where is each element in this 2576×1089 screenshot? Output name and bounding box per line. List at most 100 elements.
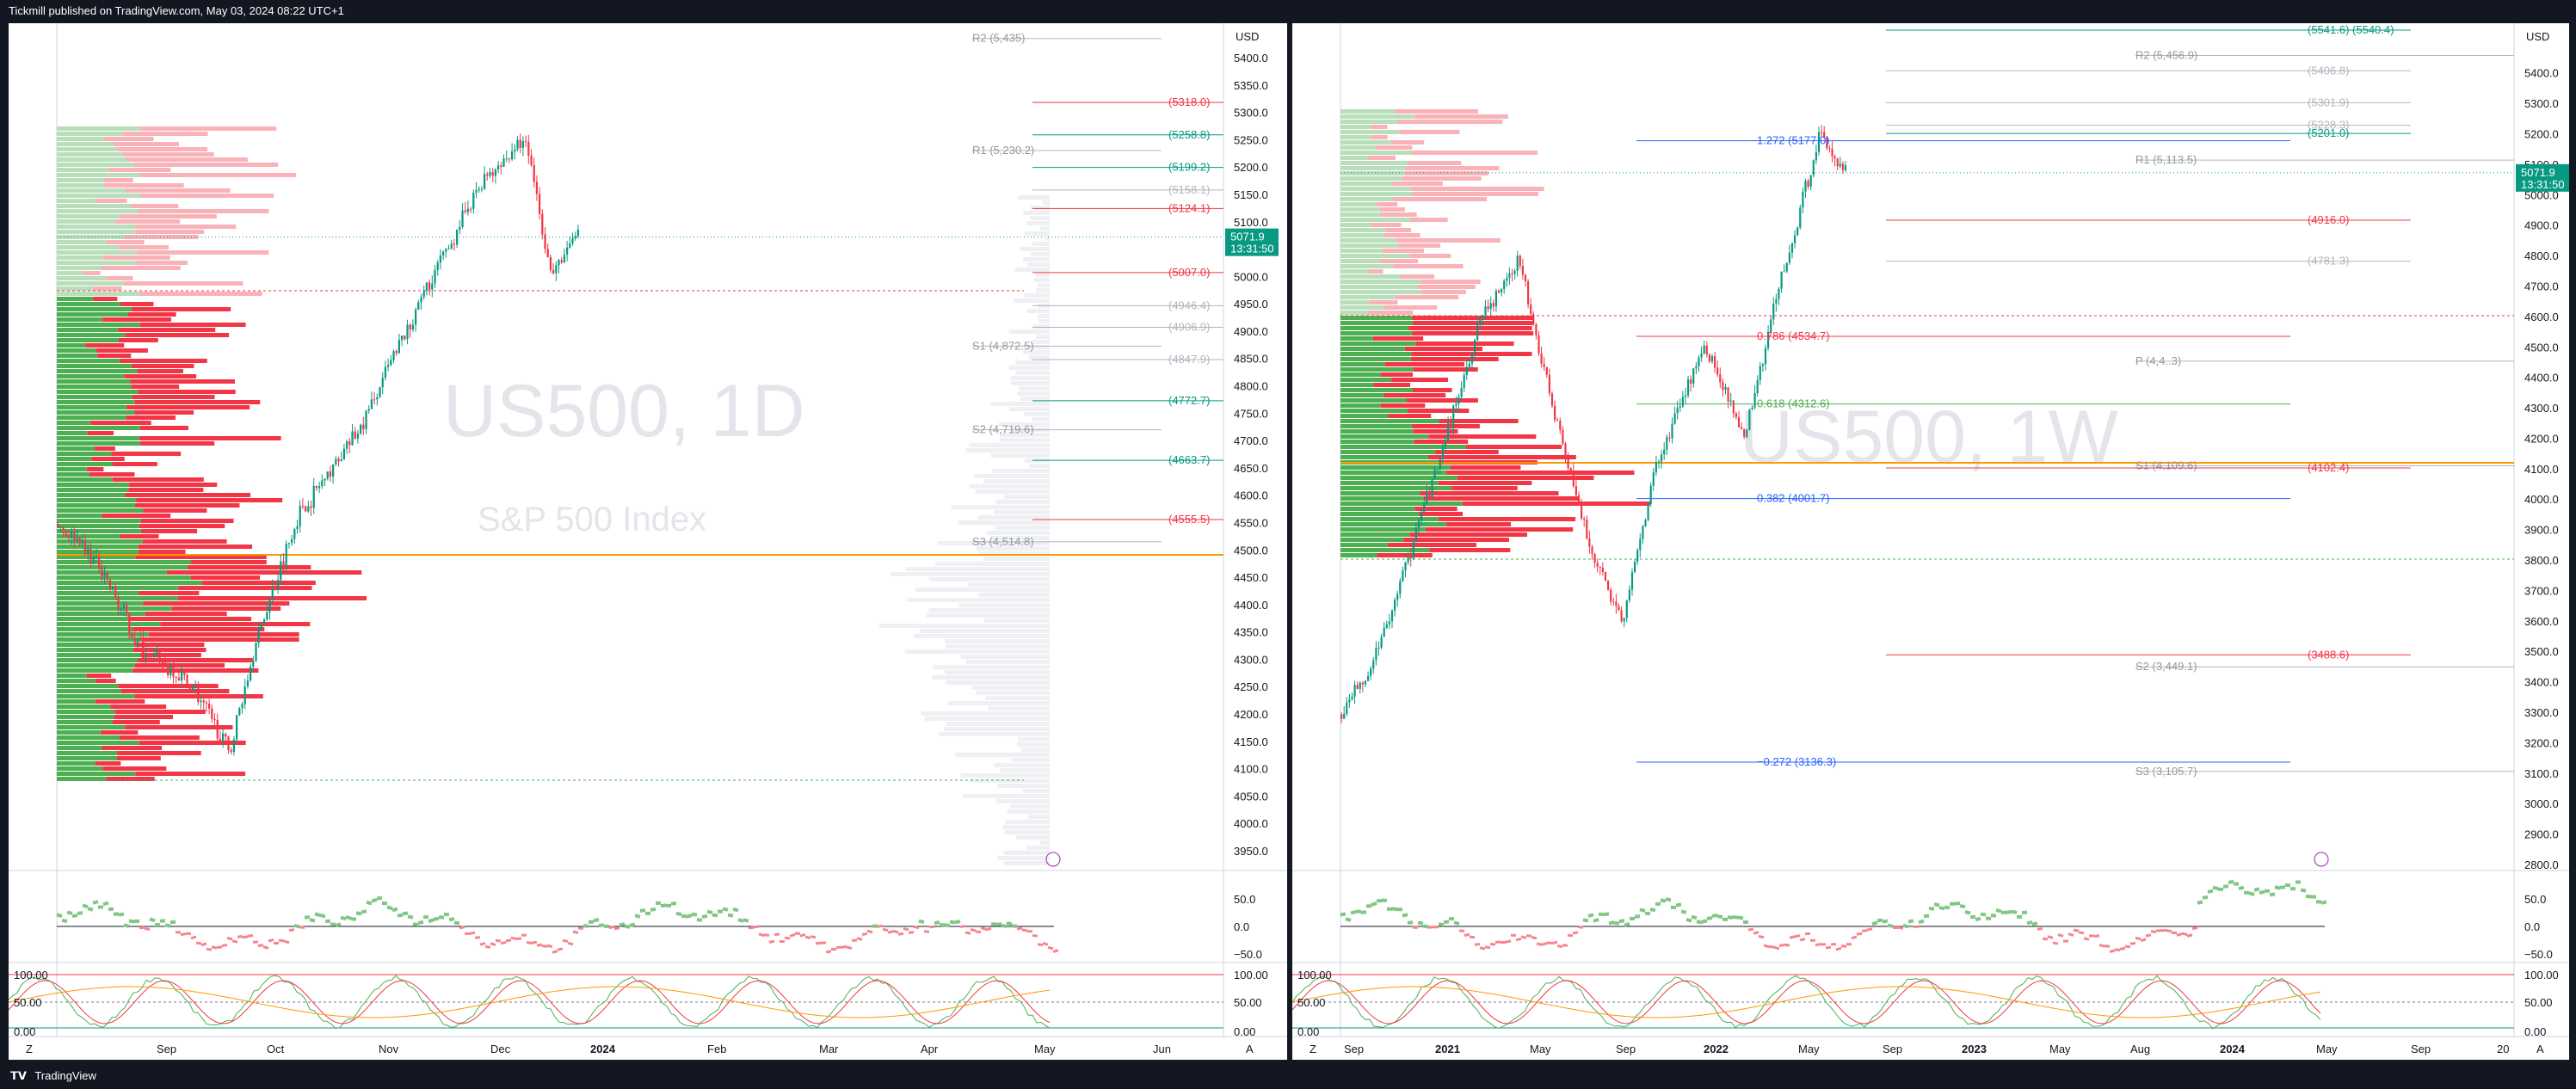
volume-profile-buy bbox=[1340, 114, 1414, 119]
candle-body bbox=[417, 302, 420, 310]
level-label: (4102.4) bbox=[2308, 461, 2349, 474]
volume-profile-buy bbox=[57, 477, 113, 482]
bolt-icon[interactable] bbox=[1045, 852, 1061, 867]
candle-body bbox=[1581, 503, 1583, 519]
last-price-badge bbox=[1225, 228, 1279, 256]
volume-profile-buy bbox=[57, 173, 141, 177]
candle-body bbox=[1444, 440, 1447, 446]
volume-profile-sell bbox=[139, 524, 225, 528]
auto-scale-button[interactable]: A bbox=[2536, 1043, 2544, 1055]
candle-body bbox=[486, 174, 489, 176]
price-axis-tick: 3300.0 bbox=[2524, 706, 2559, 719]
volume-profile-sell bbox=[139, 426, 188, 430]
candle-body bbox=[293, 529, 296, 539]
session-volume-bar bbox=[946, 644, 1050, 649]
level-label: (5124.1) bbox=[1168, 201, 1210, 214]
volume-profile-buy bbox=[57, 668, 133, 673]
bolt-icon[interactable] bbox=[2314, 852, 2329, 867]
candle-body bbox=[1644, 520, 1647, 526]
zoom-button[interactable]: Z bbox=[1310, 1043, 1316, 1055]
candle-body bbox=[360, 424, 362, 434]
level-label: (5007.0) bbox=[1168, 266, 1210, 279]
candle-body bbox=[181, 671, 183, 681]
auto-scale-button[interactable]: A bbox=[1246, 1043, 1254, 1055]
volume-profile-sell bbox=[102, 766, 167, 771]
volume-profile-buy bbox=[57, 514, 102, 518]
volume-profile-sell bbox=[1403, 538, 1509, 542]
candle-body bbox=[1588, 538, 1591, 547]
price-axis-tick: 3950.0 bbox=[1234, 845, 1268, 858]
candle-body bbox=[1460, 387, 1463, 397]
stoch-slow-line bbox=[9, 986, 1051, 1018]
weekly-chart-panel[interactable]: US500, 1WUSD5400.05300.05200.05100.05000… bbox=[1292, 23, 2569, 1060]
volume-profile-sell bbox=[120, 534, 159, 538]
candle-body bbox=[241, 704, 243, 709]
volume-profile-buy bbox=[57, 617, 128, 621]
candle-body bbox=[266, 612, 268, 620]
session-volume-bar bbox=[1008, 366, 1050, 370]
volume-profile-sell bbox=[139, 436, 281, 440]
volume-profile-buy bbox=[1340, 192, 1413, 196]
candle-body bbox=[1770, 319, 1772, 332]
session-volume-bar bbox=[1035, 273, 1050, 277]
volume-profile-buy bbox=[57, 725, 126, 729]
session-volume-bar bbox=[1035, 335, 1050, 339]
volume-profile-buy bbox=[1340, 352, 1412, 356]
candle-body bbox=[459, 226, 461, 231]
volume-profile-buy bbox=[1340, 419, 1439, 423]
weekly-chart-svg[interactable]: US500, 1WUSD5400.05300.05200.05100.05000… bbox=[1292, 23, 2569, 1060]
candle-body bbox=[183, 671, 186, 675]
price-axis-tick: 4350.0 bbox=[1234, 626, 1268, 639]
level-label: (4946.4) bbox=[1168, 298, 1210, 311]
volume-profile-buy bbox=[57, 679, 96, 683]
candle-body bbox=[1753, 393, 1756, 408]
volume-profile-sell bbox=[95, 699, 145, 704]
volume-profile-buy bbox=[57, 715, 114, 719]
volume-profile-buy bbox=[57, 390, 139, 394]
volume-profile-sell bbox=[122, 152, 214, 157]
candle-body bbox=[280, 561, 282, 581]
candle-body bbox=[1799, 207, 1802, 228]
candle-body bbox=[205, 702, 208, 704]
volume-profile-buy bbox=[57, 400, 135, 404]
volume-profile-sell bbox=[139, 550, 186, 554]
volume-profile-sell bbox=[1462, 501, 1650, 506]
volume-profile-buy bbox=[1340, 522, 1447, 526]
volume-profile-buy bbox=[57, 405, 126, 409]
candle-body bbox=[436, 262, 439, 270]
candle-body bbox=[539, 194, 541, 214]
oscillator-negative-line bbox=[1412, 925, 2198, 953]
stoch-axis-tick: 50.00 bbox=[1234, 996, 1262, 1009]
session-volume-bar bbox=[971, 686, 1050, 690]
volume-profile-sell bbox=[134, 400, 261, 404]
price-axis-tick: 4950.0 bbox=[1234, 298, 1268, 311]
volume-profile-buy bbox=[57, 348, 96, 353]
price-axis-tick: 4900.0 bbox=[1234, 325, 1268, 338]
candle-body bbox=[1647, 504, 1649, 520]
price-axis-tick: 4400.0 bbox=[2524, 372, 2559, 385]
volume-profile-buy bbox=[57, 126, 141, 131]
candle-body bbox=[277, 580, 280, 589]
daily-chart-svg[interactable]: US500, 1D S&P 500 Index USD 5400.0 5350.0 530… bbox=[9, 23, 1287, 1060]
candle-body bbox=[1470, 354, 1474, 364]
stoch-axis-tick: 100.00 bbox=[2524, 969, 2559, 981]
volume-profile-buy bbox=[57, 209, 139, 213]
candle-body bbox=[425, 282, 428, 292]
stoch-left-tick: 100.00 bbox=[14, 969, 48, 981]
volume-profile-sell bbox=[136, 250, 269, 255]
daily-chart-panel[interactable]: US500, 1D S&P 500 Index USD 5400.0 5350.0 530… bbox=[9, 23, 1287, 1060]
candle-body bbox=[1492, 303, 1494, 307]
candle-body bbox=[1409, 555, 1412, 559]
volume-profile-buy bbox=[57, 276, 107, 280]
candle-body bbox=[1399, 581, 1402, 594]
volume-profile-sell bbox=[171, 606, 281, 611]
candle-body bbox=[1761, 364, 1764, 366]
zoom-button[interactable]: Z bbox=[26, 1043, 33, 1055]
candle-body bbox=[535, 182, 539, 194]
volume-profile-sell bbox=[1368, 269, 1384, 274]
volume-profile-sell bbox=[1411, 424, 1480, 428]
fib-label: 1.272 (5177.0) bbox=[1757, 134, 1830, 147]
price-axis-tick: 4200.0 bbox=[2524, 432, 2559, 445]
volume-profile-sell bbox=[112, 477, 204, 482]
candle-body bbox=[133, 637, 136, 643]
